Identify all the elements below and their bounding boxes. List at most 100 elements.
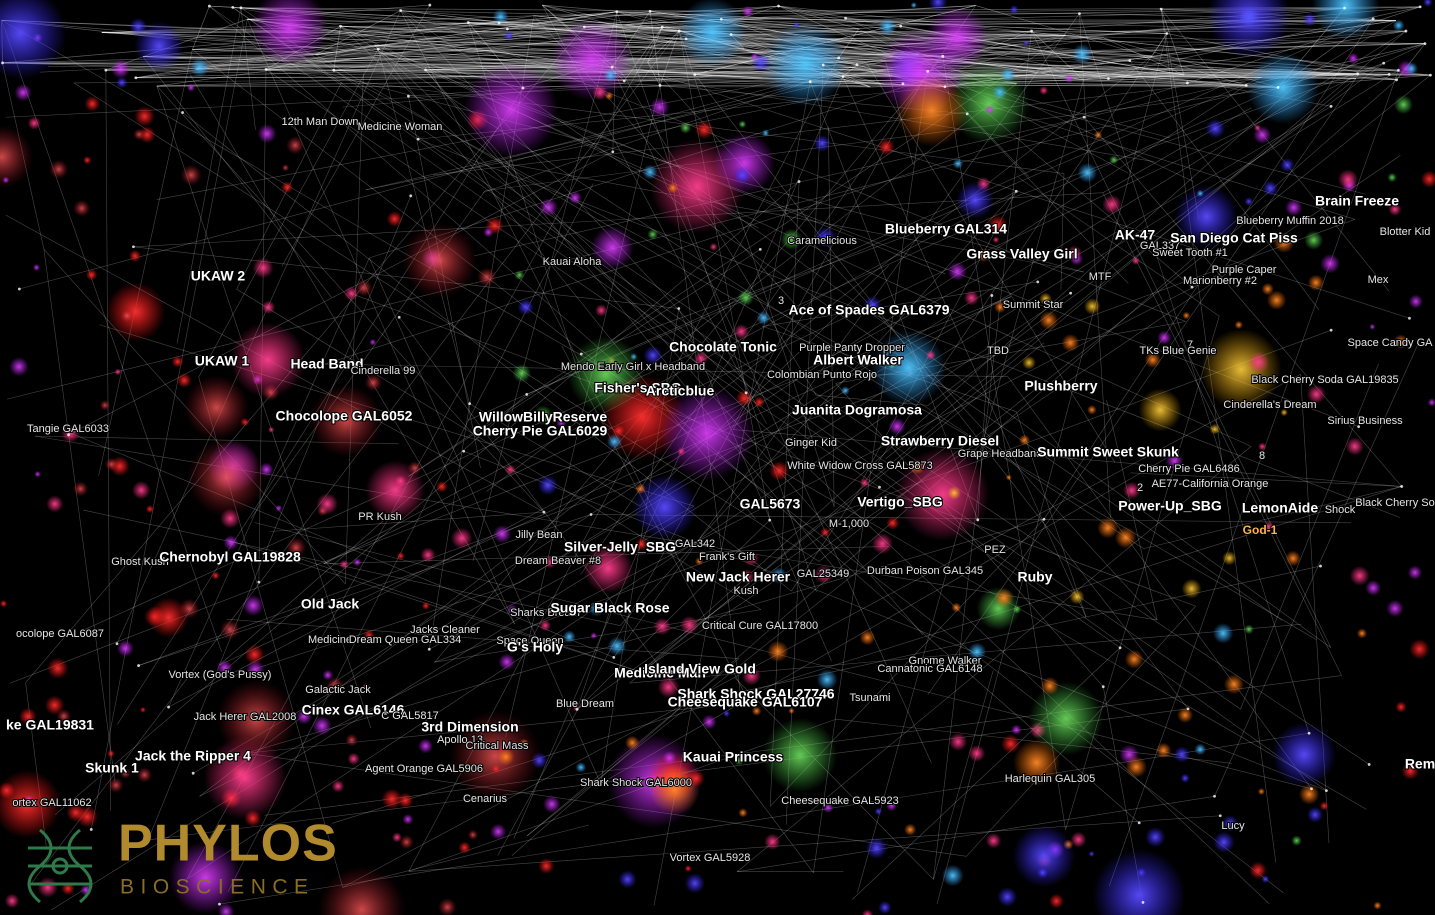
node-glow bbox=[281, 181, 294, 194]
node-glow bbox=[66, 803, 86, 822]
node-glow bbox=[1221, 815, 1239, 832]
node-core bbox=[1165, 32, 1169, 35]
node-core bbox=[1367, 763, 1371, 766]
strain-label: Jack Herer GAL2008 bbox=[194, 711, 297, 723]
edge bbox=[600, 458, 1167, 784]
node-core bbox=[376, 47, 380, 51]
node-glow bbox=[1280, 157, 1295, 173]
node-glow bbox=[687, 769, 705, 788]
node-glow bbox=[1261, 875, 1270, 884]
node-glow bbox=[1386, 599, 1404, 618]
edge bbox=[344, 73, 364, 584]
edge bbox=[1129, 60, 1320, 311]
edge bbox=[425, 69, 924, 636]
node-glow bbox=[820, 527, 831, 538]
edge bbox=[398, 317, 814, 873]
edge bbox=[1160, 8, 1390, 292]
node-glow bbox=[1018, 434, 1031, 446]
node-core bbox=[582, 25, 586, 29]
node-glow bbox=[1222, 550, 1237, 566]
strain-label: Cheesequake GAL5923 bbox=[781, 795, 898, 807]
node-glow bbox=[1298, 783, 1320, 805]
node-glow bbox=[104, 457, 119, 471]
edge bbox=[209, 5, 1121, 649]
node-glow bbox=[168, 841, 242, 915]
node-glow bbox=[618, 870, 637, 889]
strain-label: Cherry Pie GAL6486 bbox=[1138, 463, 1240, 475]
node-core bbox=[1329, 104, 1333, 108]
node-glow bbox=[538, 857, 555, 874]
edge bbox=[1187, 6, 1421, 84]
strain-label: Albert Walker bbox=[813, 352, 903, 368]
node-glow bbox=[119, 767, 131, 779]
node-core bbox=[1395, 78, 1399, 82]
strain-label: Agent Orange GAL5906 bbox=[365, 763, 483, 775]
node-glow bbox=[684, 873, 705, 894]
node-glow bbox=[257, 124, 277, 144]
node-glow bbox=[458, 841, 471, 854]
strain-label: New Jack Herer bbox=[686, 569, 791, 585]
node-glow bbox=[252, 257, 274, 279]
edge bbox=[828, 126, 835, 507]
strain-label: Grass Valley Girl bbox=[966, 246, 1077, 262]
node-core bbox=[497, 21, 501, 25]
node-core bbox=[611, 150, 615, 154]
strain-label: Chocolate Tonic bbox=[669, 339, 777, 355]
edge bbox=[469, 403, 640, 507]
strain-label: Chernobyl GAL19828 bbox=[159, 549, 301, 565]
node-glow bbox=[110, 59, 131, 79]
node-core bbox=[239, 6, 243, 10]
node-core bbox=[218, 902, 221, 906]
edge bbox=[143, 56, 1247, 86]
node-core bbox=[1319, 564, 1322, 568]
node-glow bbox=[1037, 867, 1049, 879]
node-glow bbox=[363, 629, 375, 641]
node-glow bbox=[994, 588, 1014, 608]
edge bbox=[472, 11, 618, 561]
node-glow bbox=[339, 559, 349, 570]
node-glow bbox=[632, 474, 698, 540]
node-core bbox=[462, 449, 466, 453]
strain-label: Fisher's SBG bbox=[594, 380, 681, 396]
node-glow bbox=[1005, 474, 1012, 481]
edge bbox=[2, 62, 1399, 71]
edge bbox=[101, 32, 811, 83]
node-glow bbox=[396, 551, 405, 561]
edge bbox=[340, 25, 508, 30]
node-glow bbox=[391, 832, 403, 843]
node-glow bbox=[216, 679, 296, 759]
edge bbox=[576, 443, 952, 710]
node-core bbox=[1400, 485, 1404, 488]
node-glow bbox=[268, 426, 275, 433]
node-glow bbox=[251, 0, 328, 66]
node-glow bbox=[186, 438, 266, 517]
node-glow bbox=[679, 122, 692, 134]
edge bbox=[1060, 173, 1065, 290]
node-glow bbox=[1345, 437, 1364, 456]
node-glow bbox=[99, 399, 111, 411]
node-core bbox=[468, 402, 472, 406]
strain-label: Cinex GAL6146 bbox=[302, 702, 405, 718]
node-glow bbox=[1209, 423, 1221, 435]
node-core bbox=[622, 79, 626, 83]
edge bbox=[143, 56, 1356, 79]
node-core bbox=[1014, 189, 1018, 193]
strain-label: Durban Poison GAL345 bbox=[867, 565, 983, 577]
edge bbox=[1151, 33, 1168, 57]
node-glow bbox=[107, 749, 115, 758]
node-glow bbox=[871, 532, 894, 555]
node-glow bbox=[976, 248, 991, 263]
strain-label: Vortex (God's Pussy) bbox=[169, 669, 272, 681]
node-glow bbox=[519, 738, 530, 749]
edge bbox=[1031, 30, 1084, 81]
node-core bbox=[231, 5, 235, 9]
node-glow bbox=[326, 676, 345, 695]
strain-label: ortex GAL11062 bbox=[12, 797, 91, 809]
strain-label: Harlequin GAL305 bbox=[1005, 773, 1096, 785]
edge bbox=[2, 22, 469, 64]
edge bbox=[629, 623, 1302, 684]
node-glow bbox=[543, 555, 557, 569]
node-glow bbox=[0, 125, 34, 189]
node-glow bbox=[1369, 323, 1376, 330]
node-glow bbox=[46, 495, 64, 513]
